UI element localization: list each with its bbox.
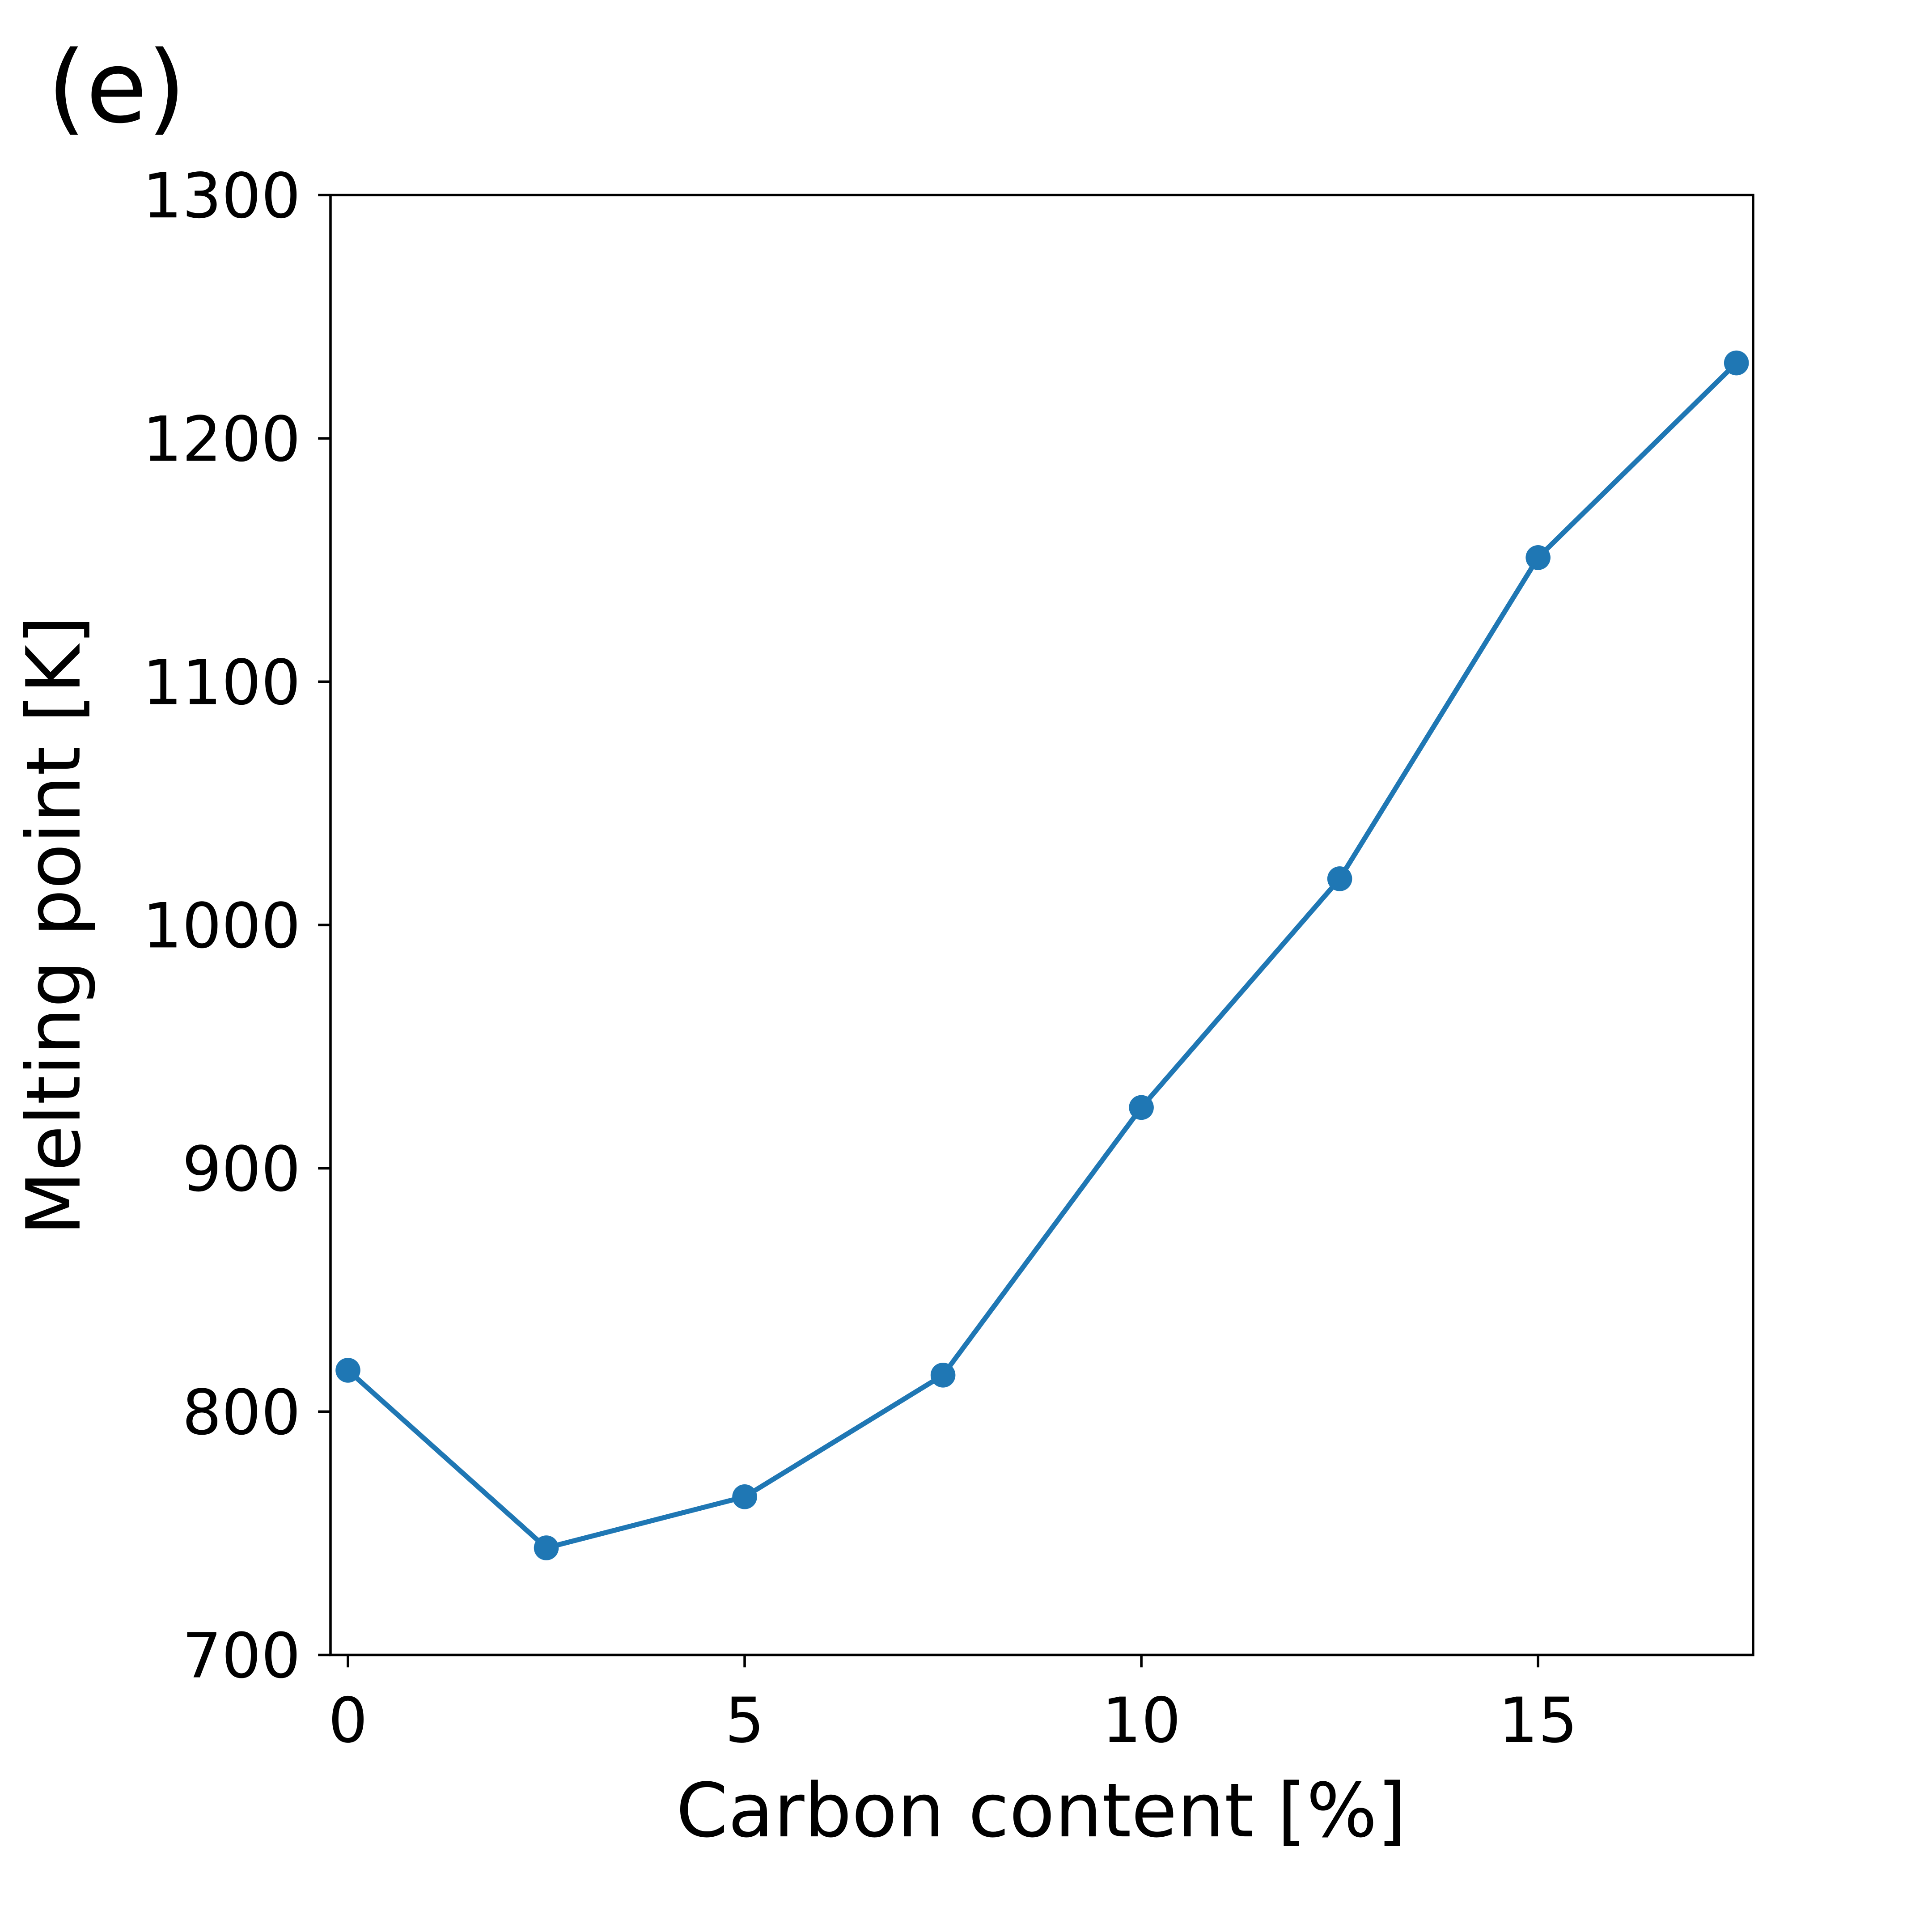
y-tick-label: 1200 — [143, 403, 301, 475]
y-tick-label: 800 — [182, 1376, 301, 1449]
data-point — [534, 1535, 559, 1560]
data-point — [930, 1363, 956, 1388]
data-point — [1525, 545, 1551, 570]
x-tick-label: 15 — [1499, 1684, 1578, 1757]
y-tick-label: 900 — [182, 1133, 301, 1205]
y-tick-label: 700 — [182, 1619, 301, 1692]
y-axis-label: Melting point [K] — [11, 616, 97, 1236]
plot-frame — [329, 194, 1754, 1657]
data-point — [1724, 350, 1749, 376]
data-point — [335, 1358, 360, 1383]
y-tick-label: 1300 — [143, 160, 301, 232]
y-tick-label: 1000 — [143, 890, 301, 962]
data-point — [732, 1484, 757, 1509]
x-tick-label: 0 — [328, 1684, 368, 1757]
panel-label: (e) — [47, 30, 186, 145]
data-line — [346, 361, 1738, 1551]
data-point — [1327, 866, 1352, 891]
x-axis-label: Carbon content [%] — [676, 1767, 1407, 1854]
y-tick-label: 1100 — [143, 646, 301, 719]
data-point — [1129, 1095, 1154, 1120]
x-tick-label: 5 — [725, 1684, 764, 1757]
x-tick-label: 10 — [1102, 1684, 1181, 1757]
